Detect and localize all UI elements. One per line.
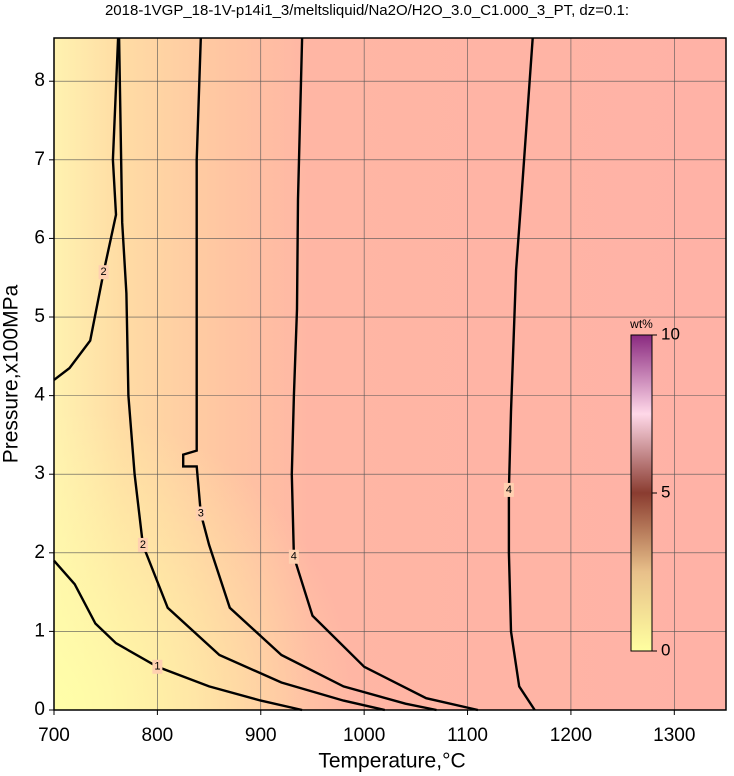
y-tick-label: 6: [34, 227, 45, 248]
colorbar: [630, 334, 653, 652]
y-tick-label: 5: [34, 306, 45, 327]
colorbar-tick-label: 5: [661, 482, 670, 501]
contour-label-bg: [137, 537, 148, 552]
y-tick-label: 8: [34, 70, 45, 91]
contour-line: [290, 37, 479, 712]
plot-frame: [53, 37, 727, 711]
x-tick-label: 1000: [343, 725, 385, 746]
colorbar-tick-label: 10: [661, 324, 680, 343]
y-tick-label: 2: [34, 542, 45, 563]
contour-label: 1: [154, 661, 160, 673]
contour-label-bg: [152, 659, 163, 674]
x-tick-label: 900: [245, 725, 277, 746]
contour-line: [182, 37, 437, 712]
contour-label: 2: [101, 266, 107, 278]
contour-label-bg: [98, 265, 109, 280]
contour-label: 4: [291, 551, 297, 563]
contour-label-bg: [195, 506, 206, 521]
y-tick-label: 7: [34, 149, 45, 170]
contour-label: 2: [140, 539, 146, 551]
colorbar-label: wt%: [629, 317, 653, 331]
x-tick-label: 1100: [447, 725, 488, 746]
contour-label: 3: [198, 507, 204, 519]
x-tick-label: 1200: [550, 725, 592, 746]
x-tick-label: 800: [142, 725, 174, 746]
contour-label: 4: [506, 484, 512, 496]
x-axis-label: Temperature,°C: [318, 750, 465, 773]
contour-line: [53, 559, 303, 712]
y-tick-label: 0: [34, 699, 45, 720]
chart-title: 2018-1VGP_18-1V-p14i1_3/meltsliquid/Na2O…: [105, 2, 629, 19]
colorbar-tick-label: 0: [661, 640, 670, 659]
y-tick-label: 1: [34, 620, 45, 641]
y-tick-label: 3: [34, 463, 45, 484]
x-tick-label: 1300: [653, 725, 695, 746]
y-tick-label: 4: [34, 385, 45, 406]
x-tick-label: 700: [38, 725, 70, 746]
plot-background-low: [54, 38, 726, 710]
y-axis-label: Pressure,x100MPa: [0, 284, 23, 463]
contour-label-bg: [503, 482, 514, 497]
contour-label-bg: [288, 549, 299, 564]
